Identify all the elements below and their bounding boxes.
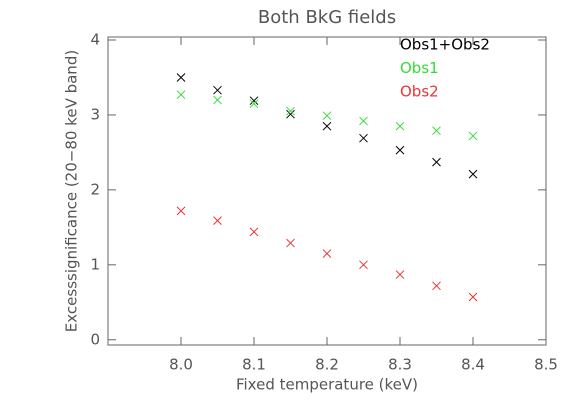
chart-title: Both BkG fields — [258, 7, 396, 28]
legend-entry: Obs1 — [400, 59, 439, 77]
data-point — [286, 106, 295, 116]
data-point — [176, 206, 186, 216]
data-point — [176, 73, 186, 82]
data-point — [249, 96, 259, 106]
data-point — [468, 169, 478, 179]
data-point — [286, 109, 295, 119]
plot-frame — [107, 36, 547, 346]
data-point — [395, 145, 405, 155]
x-tick-label: 8.4 — [461, 356, 485, 374]
data-point — [432, 281, 441, 291]
data-point — [359, 260, 368, 270]
data-point — [432, 126, 441, 136]
data-point — [286, 238, 295, 248]
y-axis-label: Excesssignificance (20−80 keV band) — [63, 50, 81, 332]
data-point — [213, 95, 222, 105]
data-point — [359, 116, 368, 126]
data-point — [432, 157, 441, 167]
y-tick-label: 0 — [90, 330, 100, 348]
data-point — [176, 90, 186, 100]
x-tick-label: 8.0 — [169, 356, 193, 374]
legend-entry: Obs2 — [400, 83, 439, 101]
data-point — [322, 249, 332, 258]
data-point — [359, 133, 368, 143]
data-point — [322, 121, 332, 131]
data-point — [249, 227, 259, 237]
y-tick-label: 4 — [90, 30, 100, 48]
y-tick-label: 3 — [90, 105, 100, 123]
data-point — [249, 99, 259, 109]
y-tick-label: 2 — [90, 180, 100, 198]
x-tick-label: 8.1 — [242, 356, 266, 374]
y-tick-label: 1 — [90, 255, 100, 273]
x-tick-label: 8.5 — [534, 356, 558, 374]
data-point — [468, 292, 478, 302]
x-tick-label: 8.3 — [388, 356, 412, 374]
data-point — [213, 216, 222, 225]
x-tick-label: 8.2 — [315, 356, 339, 374]
data-point — [213, 85, 222, 95]
data-point — [395, 121, 405, 131]
x-axis-label: Fixed temperature (keV) — [236, 376, 418, 394]
legend-entry: Obs1+Obs2 — [400, 36, 490, 54]
data-point — [322, 111, 332, 121]
data-point — [468, 131, 478, 141]
data-point — [395, 270, 405, 279]
